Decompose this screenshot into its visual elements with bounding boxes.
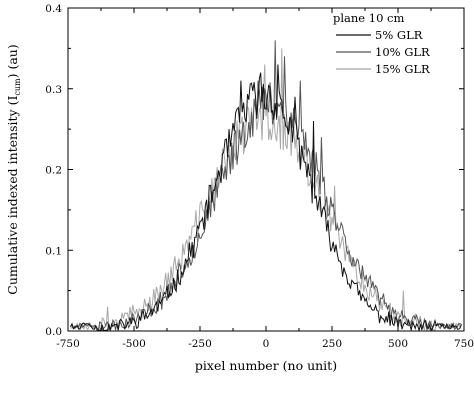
x-axis-title: pixel number (no unit) [195, 358, 337, 373]
y-tick-label: 0.0 [45, 326, 62, 338]
legend: plane 10 cm 5% GLR 10% GLR 15% GLR [333, 11, 430, 76]
legend-label-2: 10% GLR [375, 45, 430, 59]
y-axis-title-end: ) (au) [5, 44, 20, 78]
x-tick-label: 750 [454, 338, 474, 350]
x-tick-label: 500 [388, 338, 408, 350]
x-tick-label: 0 [263, 338, 270, 350]
x-tick-label: -750 [56, 338, 80, 350]
y-tick-label: 0.3 [45, 84, 62, 96]
x-tick-label: -500 [122, 338, 146, 350]
legend-label-3: 15% GLR [375, 62, 430, 76]
y-axis-title: Cumulative indexed intensity (Icum) (au) [5, 44, 22, 294]
y-tick-label: 0.2 [45, 165, 62, 177]
y-tick-label: 0.4 [45, 3, 62, 15]
series-layer [70, 40, 462, 332]
x-tick-label: -250 [188, 338, 212, 350]
series-line-3 [70, 48, 462, 332]
ticks-layer: -750 -500 -250 0 250 500 750 0.0 0.1 0.2 0.3 0.4 [45, 3, 474, 350]
y-axis-title-sub: cum [13, 78, 22, 96]
series-line-2 [70, 40, 462, 332]
y-tick-label: 0.1 [45, 245, 62, 257]
x-tick-label: 250 [322, 338, 342, 350]
legend-title: plane 10 cm [333, 11, 404, 25]
series-line-1 [70, 64, 462, 332]
legend-label-1: 5% GLR [375, 28, 423, 42]
y-axis-title-main: Cumulative indexed intensity (I [5, 96, 20, 295]
